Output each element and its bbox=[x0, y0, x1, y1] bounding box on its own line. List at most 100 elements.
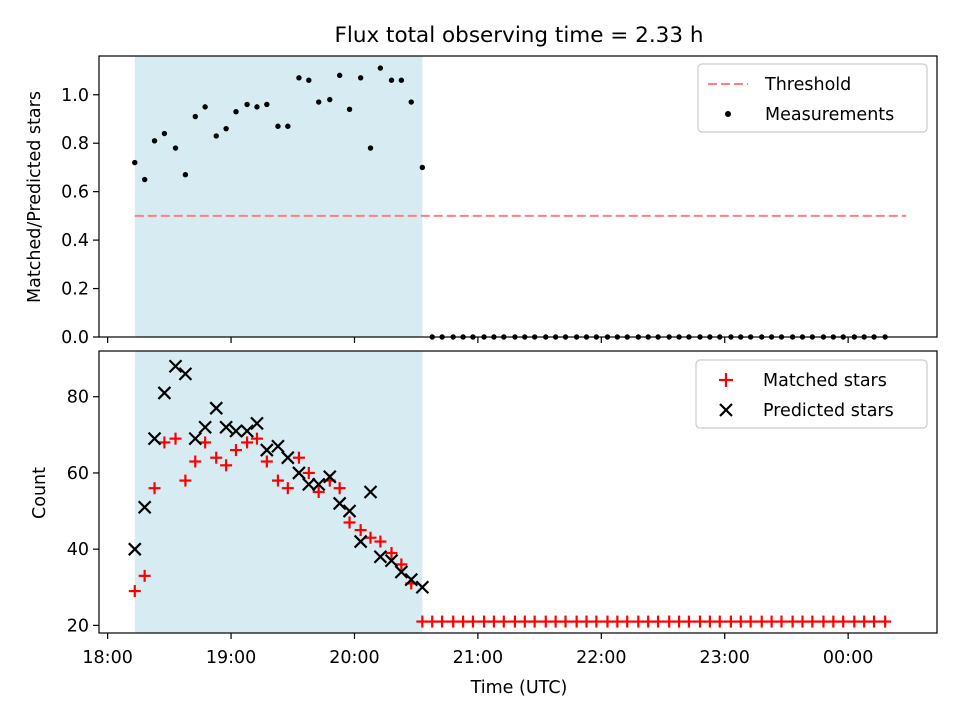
predicted-stars-point bbox=[209, 401, 224, 415]
top-observing-window bbox=[134, 56, 423, 337]
measurements-point bbox=[192, 113, 198, 120]
predicted-stars-point bbox=[137, 500, 152, 515]
measurements-point bbox=[161, 130, 168, 137]
matched-stars-point bbox=[241, 436, 254, 449]
matched-stars-point bbox=[744, 615, 757, 628]
matched-stars-point bbox=[879, 615, 892, 628]
top-ytick-label: 0.8 bbox=[61, 134, 89, 154]
matched-stars-point bbox=[682, 615, 695, 628]
legend-matched-swatch bbox=[719, 373, 733, 387]
matched-stars-point bbox=[497, 615, 510, 628]
measurements-point bbox=[408, 99, 414, 105]
predicted-stars-point bbox=[394, 565, 409, 579]
xtick-label: 23:00 bbox=[700, 648, 750, 668]
predicted-stars-point bbox=[198, 420, 212, 434]
matched-stars-point bbox=[559, 615, 572, 628]
bottom-ytick-label: 40 bbox=[67, 540, 89, 560]
matched-stars-point bbox=[260, 455, 273, 468]
measurements-point bbox=[244, 101, 250, 108]
bottom-panel-ylabel: Count bbox=[30, 467, 50, 519]
matched-stars-point bbox=[179, 474, 192, 487]
predicted-stars-point bbox=[363, 485, 378, 499]
matched-stars-point bbox=[158, 436, 171, 449]
matched-stars-point bbox=[374, 535, 387, 548]
predicted-stars-point bbox=[128, 542, 142, 556]
legend-predicted-swatch bbox=[719, 403, 733, 417]
measurements-point bbox=[264, 101, 270, 108]
matched-stars-point bbox=[312, 486, 325, 498]
predicted-stars-point bbox=[168, 359, 183, 374]
predicted-stars-point bbox=[219, 420, 233, 434]
measurements-point bbox=[388, 77, 395, 83]
matched-stars-point bbox=[621, 615, 634, 628]
predicted-stars-point bbox=[384, 553, 399, 568]
legend-threshold-label: Threshold bbox=[764, 75, 851, 95]
legend-measurements-label: Measurements bbox=[765, 105, 894, 125]
predicted-stars-point bbox=[188, 431, 203, 446]
matched-stars-point bbox=[250, 432, 263, 445]
matched-stars-point bbox=[343, 516, 356, 529]
matched-stars-point bbox=[138, 569, 151, 582]
matched-stars-point bbox=[868, 615, 881, 628]
top-ytick-label: 0.2 bbox=[61, 280, 89, 300]
top-legend: Threshold Measurements bbox=[697, 63, 928, 133]
measurements-point bbox=[377, 65, 384, 71]
predicted-stars-point bbox=[147, 431, 162, 446]
matched-stars-point bbox=[395, 558, 408, 571]
xtick-label: 22:00 bbox=[576, 648, 626, 668]
matched-stars-point bbox=[169, 432, 182, 445]
top-ytick-label: 1.0 bbox=[61, 86, 89, 106]
measurements-point bbox=[296, 75, 302, 81]
matched-stars-point bbox=[148, 482, 161, 495]
measurements-point bbox=[275, 123, 281, 129]
bottom-observing-window bbox=[134, 351, 423, 633]
top-panel: 0.0 0.2 0.4 0.6 0.8 1.0 bbox=[61, 55, 938, 348]
matched-stars-point bbox=[652, 615, 665, 628]
measurements-point bbox=[367, 145, 374, 151]
predicted-stars-point bbox=[157, 386, 172, 400]
predicted-stars-point bbox=[311, 477, 326, 492]
top-ytick-label: 0.6 bbox=[61, 183, 89, 203]
predicted-stars-point bbox=[373, 550, 388, 564]
bottom-ytick-label: 20 bbox=[67, 616, 89, 636]
matched-stars-point bbox=[364, 531, 377, 544]
chart-title: Flux total observing time = 2.33 h bbox=[335, 23, 704, 48]
predicted-stars-point bbox=[353, 534, 368, 549]
xtick-label: 00:00 bbox=[823, 648, 873, 668]
predicted-stars-point bbox=[323, 469, 337, 484]
matched-stars-point bbox=[333, 482, 346, 495]
xtick-label: 20:00 bbox=[329, 648, 379, 668]
top-ytick-label: 0.4 bbox=[61, 231, 89, 251]
legend-matched-label: Matched stars bbox=[763, 371, 887, 391]
bottom-legend-box bbox=[695, 359, 928, 429]
measurements-point bbox=[233, 109, 239, 115]
predicted-stars-point bbox=[271, 439, 285, 454]
matched-stars-point bbox=[271, 474, 284, 487]
xtick-label: 19:00 bbox=[206, 648, 256, 668]
predicted-stars-point bbox=[178, 367, 193, 381]
predicted-stars-point bbox=[229, 424, 243, 438]
matched-stars-point bbox=[436, 615, 449, 628]
bottom-ytick-label: 60 bbox=[67, 464, 89, 484]
matched-stars-point bbox=[775, 615, 788, 628]
predicted-stars-point bbox=[302, 477, 316, 492]
matched-stars-point bbox=[806, 615, 819, 628]
matched-stars-point bbox=[528, 615, 541, 628]
predicted-stars-point bbox=[250, 416, 264, 431]
measurements-point bbox=[327, 96, 333, 103]
matched-stars-point bbox=[281, 482, 294, 495]
matched-stars-point bbox=[128, 585, 141, 598]
matched-stars-point bbox=[590, 615, 603, 628]
predicted-stars-point bbox=[415, 580, 430, 595]
matched-stars-point bbox=[220, 459, 233, 472]
measurements-point bbox=[223, 125, 229, 132]
bottom-panel: 20 40 60 80 18:00 19:00 20:00 21:00 22:00 23:00 00… bbox=[67, 350, 938, 668]
xtick-label: 21:00 bbox=[453, 648, 503, 668]
matched-stars-point bbox=[210, 451, 223, 464]
measurements-point bbox=[182, 171, 189, 178]
measurements-point bbox=[336, 72, 343, 79]
matched-stars-point bbox=[385, 546, 398, 559]
measurements-point bbox=[202, 104, 208, 110]
bottom-ytick-label: 80 bbox=[67, 388, 89, 408]
